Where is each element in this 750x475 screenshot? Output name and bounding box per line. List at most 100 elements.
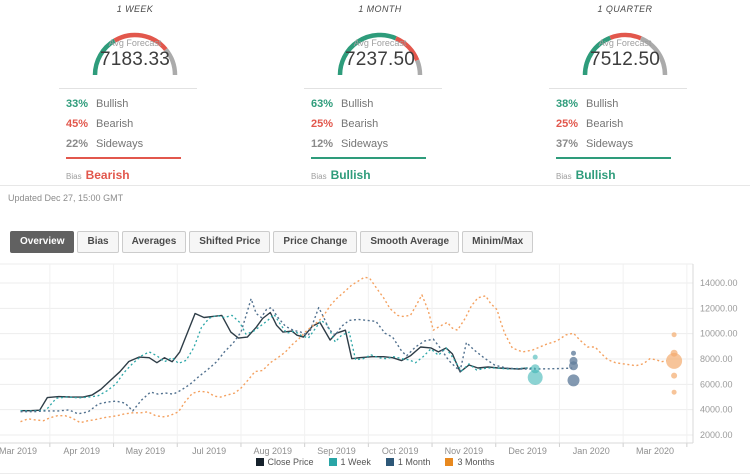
legend-label: 1 Month	[397, 457, 431, 467]
bias-label: Bias	[66, 172, 82, 181]
x-axis-label: Mar 2020	[636, 446, 674, 456]
sideways-percent: 12%	[311, 138, 334, 150]
forecast-bubble-1-month-forecasts	[567, 374, 580, 387]
legend-item-1-month[interactable]: 1 Month	[385, 457, 431, 467]
series-1-month	[20, 298, 573, 415]
bias-label: Bias	[311, 172, 327, 181]
bias-underline	[556, 157, 671, 159]
bias-underline	[311, 157, 426, 159]
forecast-bubble-1-month-forecasts	[569, 361, 578, 371]
forecast-panel-1-week: 1 WEEK Avg Forecast 7183.33 33% Bullish …	[30, 4, 240, 182]
forecast-bubble-1-week-forecasts	[532, 354, 538, 360]
series-close-price	[20, 311, 528, 412]
legend-label: 3 Months	[457, 457, 495, 467]
bias-value: Bullish	[575, 168, 616, 182]
legend-item-close-price[interactable]: Close Price	[255, 457, 314, 467]
bullish-label: Bullish	[586, 98, 619, 110]
stat-row-bearish: 45% Bearish	[59, 114, 197, 134]
stat-row-bullish: 38% Bullish	[549, 94, 687, 114]
legend-swatch	[255, 458, 264, 466]
gauge: Avg Forecast 7183.33	[80, 17, 190, 79]
y-axis-label: 8000.00	[700, 354, 733, 364]
bias-label: Bias	[556, 172, 572, 181]
stats-table: 33% Bullish 45% Bearish 22% Sideways	[59, 88, 197, 154]
tab-smooth-average[interactable]: Smooth Average	[360, 231, 460, 253]
gauge-arc	[582, 32, 668, 76]
bullish-label: Bullish	[341, 98, 374, 110]
sideways-label: Sideways	[341, 138, 389, 150]
bearish-label: Bearish	[586, 118, 624, 130]
legend-swatch	[445, 458, 454, 466]
stat-row-bullish: 33% Bullish	[59, 94, 197, 114]
sideways-percent: 22%	[66, 138, 89, 150]
y-axis-label: 2000.00	[700, 430, 733, 440]
x-axis-label: Apr 2019	[63, 446, 100, 456]
chart-tabbar: Overview Bias Averages Shifted Price Price C…	[10, 231, 534, 253]
gauge: Avg Forecast 7512.50	[570, 17, 680, 79]
x-axis-label: Sep 2019	[317, 446, 356, 456]
tab-averages[interactable]: Averages	[121, 231, 187, 253]
sideways-label: Sideways	[96, 138, 144, 150]
bullish-percent: 33%	[66, 98, 89, 110]
gauge: Avg Forecast 7237.50	[325, 17, 435, 79]
x-axis-label: Oct 2019	[382, 446, 419, 456]
y-axis-label: 6000.00	[700, 379, 733, 389]
avg-forecast-value: 7183.33	[99, 49, 171, 70]
tab-price-change[interactable]: Price Change	[273, 231, 358, 253]
legend-swatch	[385, 458, 394, 466]
x-axis-label: Jul 2019	[192, 446, 226, 456]
chart-legend: Close Price 1 Week 1 Month 3 Months	[0, 457, 750, 467]
chart-canvas[interactable]: 14000.00 12000.00 10000.00 8000.00 6000.00 40…	[0, 258, 750, 456]
gauge-arc	[92, 32, 178, 76]
stat-row-bearish: 25% Bearish	[549, 114, 687, 134]
legend-item-1-week[interactable]: 1 Week	[328, 457, 371, 467]
y-axis-label: 10000.00	[700, 329, 738, 339]
legend-label: Close Price	[267, 457, 314, 467]
x-axis-label: Nov 2019	[445, 446, 484, 456]
tab-overview[interactable]: Overview	[10, 231, 75, 253]
panel-title: 1 WEEK	[116, 4, 154, 14]
sideways-percent: 37%	[556, 138, 579, 150]
stat-row-sideways: 22% Sideways	[59, 134, 197, 154]
legend-swatch	[328, 458, 337, 466]
tab-bias[interactable]: Bias	[77, 231, 119, 253]
x-axis-label: Mar 2019	[0, 446, 37, 456]
x-axis-label: Dec 2019	[508, 446, 547, 456]
bullish-percent: 63%	[311, 98, 334, 110]
tab-shifted-price[interactable]: Shifted Price	[189, 231, 271, 253]
tab-minim-max[interactable]: Minim/Max	[462, 231, 534, 253]
panel-title: 1 QUARTER	[597, 4, 653, 14]
forecast-bubble-3-months-forecasts	[671, 372, 678, 379]
bearish-percent: 25%	[556, 118, 579, 130]
stat-row-sideways: 12% Sideways	[304, 134, 442, 154]
y-axis-label: 14000.00	[700, 278, 738, 288]
updated-timestamp: Updated Dec 27, 15:00 GMT	[8, 193, 124, 203]
avg-forecast-value: 7237.50	[344, 49, 416, 70]
panel-title: 1 MONTH	[358, 4, 402, 14]
forecast-bubble-3-months-forecasts	[671, 332, 677, 338]
avg-forecast-label: Avg Forecast	[108, 38, 162, 48]
bearish-percent: 25%	[311, 118, 334, 130]
legend-label: 1 Week	[340, 457, 371, 467]
section-divider	[0, 185, 750, 186]
stat-row-bearish: 25% Bearish	[304, 114, 442, 134]
stat-row-sideways: 37% Sideways	[549, 134, 687, 154]
bullish-percent: 38%	[556, 98, 579, 110]
series-3-months	[20, 276, 667, 424]
series-1-week	[20, 313, 536, 412]
bias-underline	[66, 157, 181, 159]
stats-table: 63% Bullish 25% Bearish 12% Sideways	[304, 88, 442, 154]
bullish-label: Bullish	[96, 98, 129, 110]
forecast-bubble-3-months-forecasts	[666, 352, 683, 369]
legend-item-3-months[interactable]: 3 Months	[445, 457, 494, 467]
stat-row-bullish: 63% Bullish	[304, 94, 442, 114]
forecast-panel-1-month: 1 MONTH Avg Forecast 7237.50 63% Bullish…	[275, 4, 485, 182]
forecast-bubble-1-month-forecasts	[571, 350, 576, 356]
x-axis-label: Jan 2020	[573, 446, 610, 456]
forecast-bubble-1-week-forecasts	[527, 370, 543, 385]
bearish-percent: 45%	[66, 118, 89, 130]
bearish-label: Bearish	[341, 118, 379, 130]
bias-value: Bullish	[330, 168, 371, 182]
forecast-chart[interactable]: 14000.00 12000.00 10000.00 8000.00 6000.00 40…	[0, 258, 750, 456]
